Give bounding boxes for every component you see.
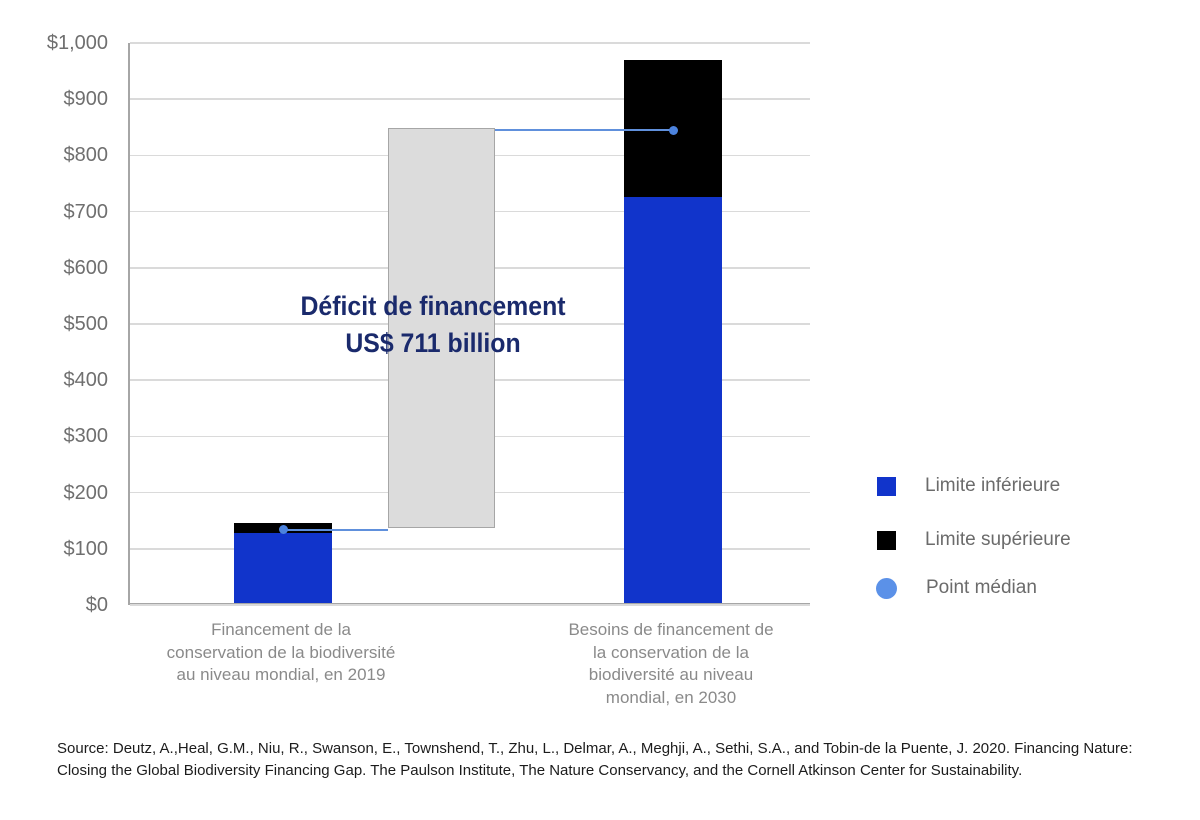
- y-tick-label: $300: [63, 425, 109, 448]
- legend-swatch-square: [877, 530, 896, 550]
- gridline: [130, 548, 810, 550]
- median-connector-line: [495, 129, 673, 132]
- legend: Limite inférieure Limite supérieure Point …: [876, 475, 1177, 605]
- x-axis-label-line: conservation de la biodiversité: [166, 642, 396, 662]
- x-axis-label-line: au niveau mondial, en 2019: [176, 665, 386, 684]
- gap-annotation-line2: US$ 711 billion: [345, 328, 521, 358]
- x-axis-label: Financement de la conservation de la biod…: [167, 619, 396, 687]
- y-tick-label: $200: [63, 481, 109, 504]
- legend-item-label: Point médian: [926, 577, 1037, 598]
- y-tick-label: $1,000: [46, 32, 108, 54]
- legend-swatch-circle: [876, 577, 897, 599]
- bar-lower-segment: [624, 197, 722, 603]
- median-point: [278, 525, 288, 535]
- x-axis-label-line: Financement de la: [211, 620, 351, 639]
- gap-annotation-line1: Déficit de financement: [300, 291, 566, 321]
- x-axis-label: Besoins de financement de la conservation…: [568, 619, 773, 709]
- legend-item: Limite inférieure: [877, 475, 1060, 497]
- gridline: [130, 42, 810, 44]
- y-axis-labels: $0 $100 $200 $300 $400 $500 $600 $700 $800 $900 $1…: [0, 32, 109, 616]
- gap-annotation: Déficit de financement US$ 711 billion: [300, 288, 565, 362]
- y-tick-label: $500: [63, 313, 109, 335]
- legend-swatch-square: [877, 476, 896, 496]
- median-connector-line: [283, 528, 388, 531]
- x-axis-label-line: biodiversité au niveau: [588, 665, 754, 684]
- gridline: [130, 98, 810, 100]
- y-tick-label: $400: [63, 369, 109, 392]
- gap-bar: [388, 128, 495, 528]
- legend-item-label: Limite inférieure: [925, 475, 1061, 496]
- legend-item: Limite supérieure: [877, 529, 1071, 551]
- x-axis-label-line: la conservation de la: [593, 642, 749, 662]
- y-tick-label: $600: [63, 256, 109, 279]
- source-citation: Source: Deutz, A.,Heal, G.M., Niu, R., S…: [57, 738, 1147, 782]
- legend-item-label: Limite supérieure: [925, 529, 1071, 550]
- y-tick-label: $900: [63, 88, 109, 111]
- x-axis-label-line: mondial, en 2030: [605, 687, 737, 707]
- source-line2: Closing the Global Biodiversity Financin…: [57, 762, 1023, 779]
- y-tick-label: $0: [85, 594, 108, 616]
- y-tick-label: $800: [63, 144, 109, 167]
- x-axis-label-line: Besoins de financement de: [568, 620, 774, 639]
- plot-area: [128, 42, 810, 606]
- bar-lower-segment: [234, 533, 332, 603]
- legend-item: Point médian: [876, 577, 1037, 599]
- y-tick-label: $100: [63, 537, 109, 560]
- source-line1: Source: Deutz, A.,Heal, G.M., Niu, R., S…: [57, 740, 1133, 757]
- y-tick-label: $700: [63, 200, 109, 223]
- gridline: [130, 604, 810, 606]
- median-point: [668, 125, 678, 135]
